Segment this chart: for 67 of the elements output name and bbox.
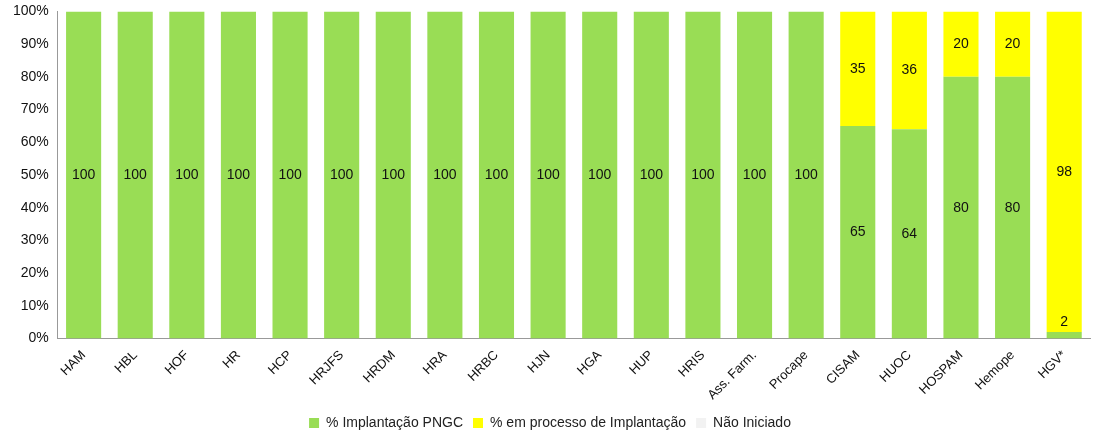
y-tick-label: 0% — [28, 329, 49, 346]
y-tick-label: 70% — [20, 100, 49, 117]
legend-label: % em processo de Implantação — [490, 413, 687, 430]
data-label: 100 — [588, 165, 612, 182]
legend-label: % Implantação PNGC — [326, 413, 464, 430]
y-tick-label: 10% — [20, 296, 49, 313]
data-label: 35 — [849, 59, 866, 76]
bar — [478, 11, 515, 339]
bar — [582, 11, 618, 339]
data-label: 100 — [794, 165, 819, 182]
data-label: 65 — [849, 223, 866, 240]
x-tick-label: HBL — [111, 347, 140, 376]
data-label: 100 — [484, 165, 509, 182]
bar — [788, 11, 824, 339]
bar — [685, 11, 721, 339]
bar — [169, 11, 205, 339]
data-label: 100 — [381, 165, 406, 182]
bar — [943, 11, 979, 77]
data-label: 100 — [175, 165, 199, 182]
y-tick-label: 20% — [20, 263, 49, 280]
bar — [530, 11, 566, 339]
bar — [117, 11, 153, 339]
bar — [633, 11, 669, 339]
bar — [840, 125, 876, 339]
data-label: 100 — [71, 165, 96, 182]
bar — [840, 11, 876, 126]
data-label: 20 — [953, 34, 969, 51]
data-label: 64 — [901, 224, 918, 241]
bar — [995, 76, 1031, 339]
data-label: 100 — [278, 165, 302, 182]
y-tick-label: 80% — [20, 67, 49, 84]
data-label: 100 — [226, 165, 251, 182]
data-label: 100 — [742, 165, 767, 182]
data-label: 2 — [1060, 312, 1069, 329]
data-label: 80 — [1004, 198, 1021, 215]
bar — [995, 11, 1031, 77]
bar — [66, 11, 102, 339]
bar — [272, 11, 308, 339]
bar — [324, 11, 360, 339]
y-tick-label: 30% — [20, 231, 49, 248]
x-tick-label: HR — [219, 347, 244, 371]
x-tick-label: HRA — [419, 346, 450, 378]
data-label: 98 — [1056, 162, 1073, 179]
data-label: 100 — [329, 165, 354, 182]
bar — [220, 11, 256, 339]
bar — [943, 76, 979, 339]
bar — [427, 11, 463, 339]
y-tick-label: 90% — [20, 34, 49, 51]
y-tick-label: 100% — [12, 2, 49, 19]
y-tick-label: 40% — [20, 198, 49, 215]
data-label: 100 — [433, 165, 457, 182]
bar — [891, 11, 927, 130]
y-tick-label: 50% — [20, 165, 49, 182]
bar — [736, 11, 773, 339]
data-label: 100 — [639, 165, 664, 182]
bar — [1046, 11, 1082, 332]
data-label: 100 — [691, 165, 715, 182]
bar — [891, 129, 927, 339]
data-label: 80 — [953, 198, 969, 215]
data-label: 100 — [536, 165, 560, 182]
bar — [1046, 332, 1082, 339]
y-tick-label: 60% — [20, 133, 49, 150]
data-label: 20 — [1004, 34, 1021, 51]
legend-label: Não Iniciado — [713, 413, 792, 430]
data-label: 36 — [901, 61, 918, 78]
bar — [375, 11, 411, 339]
data-label: 100 — [123, 165, 148, 182]
